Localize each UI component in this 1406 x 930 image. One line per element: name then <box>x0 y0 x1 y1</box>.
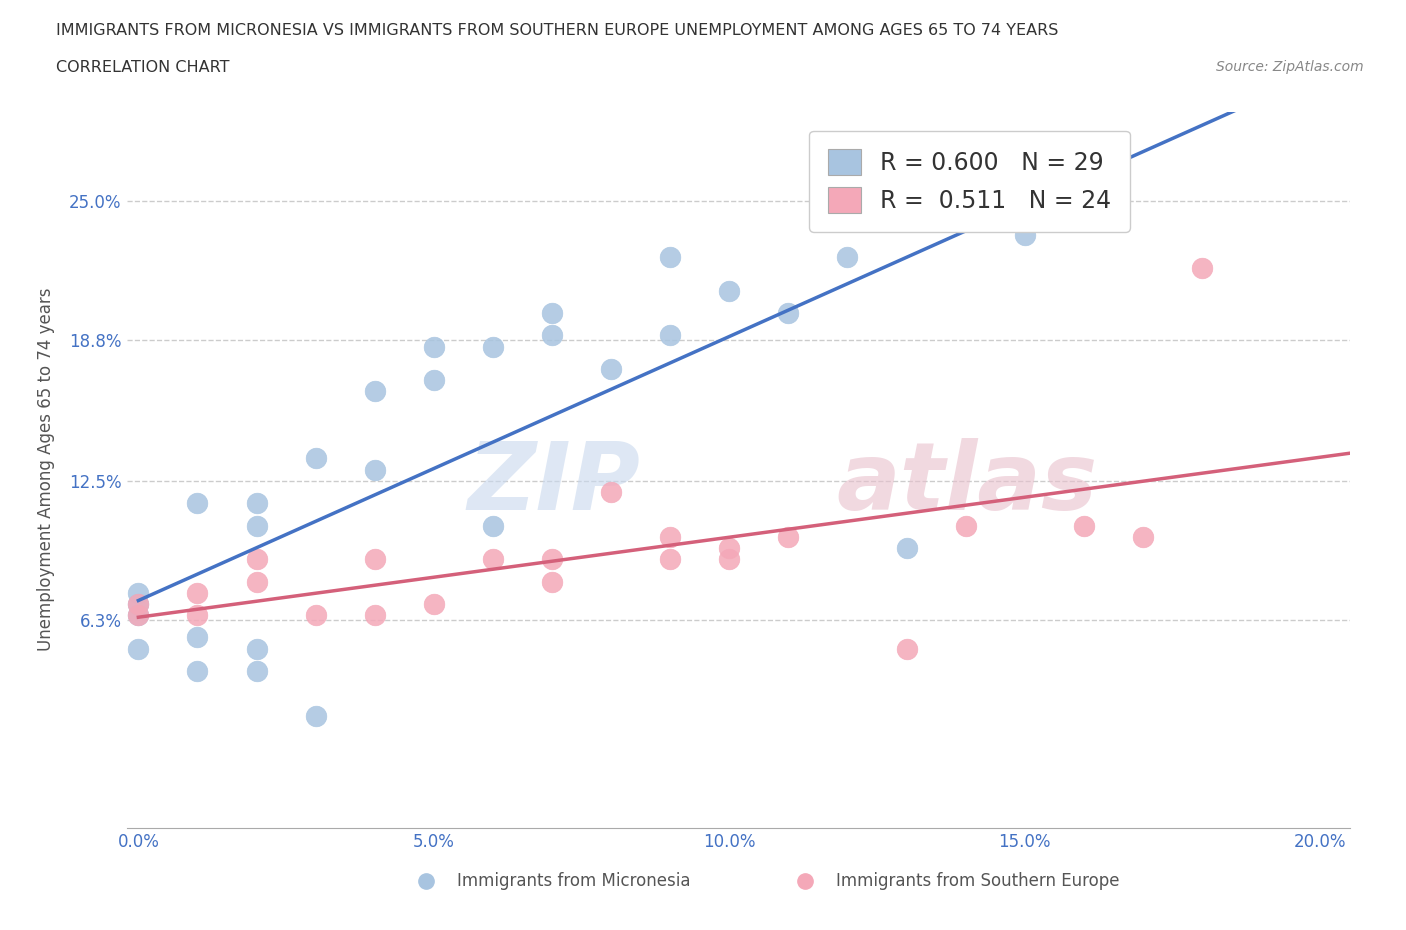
Point <box>127 607 149 622</box>
Y-axis label: Unemployment Among Ages 65 to 74 years: Unemployment Among Ages 65 to 74 years <box>37 288 55 651</box>
Point <box>600 362 623 377</box>
Point <box>127 607 149 622</box>
Text: Source: ZipAtlas.com: Source: ZipAtlas.com <box>1216 60 1364 74</box>
Point <box>245 518 267 533</box>
Point <box>423 373 446 388</box>
Point <box>364 607 387 622</box>
Point <box>304 607 326 622</box>
Point <box>364 462 387 477</box>
Point <box>364 384 387 399</box>
Point <box>127 596 149 611</box>
Text: IMMIGRANTS FROM MICRONESIA VS IMMIGRANTS FROM SOUTHERN EUROPE UNEMPLOYMENT AMONG: IMMIGRANTS FROM MICRONESIA VS IMMIGRANTS… <box>56 23 1059 38</box>
Point <box>896 540 918 555</box>
Point <box>245 551 267 566</box>
Point <box>600 485 623 499</box>
Point <box>1191 260 1213 275</box>
Point <box>186 630 208 644</box>
Text: atlas: atlas <box>837 438 1097 530</box>
Point <box>718 283 741 298</box>
Point <box>778 306 800 321</box>
Point <box>245 642 267 657</box>
Point <box>127 585 149 600</box>
Point <box>541 306 564 321</box>
Point <box>659 328 682 343</box>
Point <box>1132 529 1154 544</box>
Text: CORRELATION CHART: CORRELATION CHART <box>56 60 229 75</box>
Point <box>245 664 267 679</box>
Legend: R = 0.600   N = 29, R =  0.511   N = 24: R = 0.600 N = 29, R = 0.511 N = 24 <box>810 130 1130 232</box>
Point <box>955 518 977 533</box>
Point <box>482 339 505 354</box>
Point <box>186 664 208 679</box>
Point <box>896 642 918 657</box>
Point <box>482 551 505 566</box>
Point <box>659 551 682 566</box>
Text: ZIP: ZIP <box>467 438 640 530</box>
Point <box>423 339 446 354</box>
Point <box>186 585 208 600</box>
Point <box>541 551 564 566</box>
Point <box>659 529 682 544</box>
Point <box>718 551 741 566</box>
Text: Immigrants from Micronesia: Immigrants from Micronesia <box>457 872 690 890</box>
Point <box>304 451 326 466</box>
Point <box>304 709 326 724</box>
Point <box>541 574 564 589</box>
Point <box>659 249 682 264</box>
Point <box>127 596 149 611</box>
Point <box>541 328 564 343</box>
Point <box>718 540 741 555</box>
Point <box>778 529 800 544</box>
Point <box>364 551 387 566</box>
Point <box>1073 518 1095 533</box>
Point <box>245 496 267 511</box>
Point <box>837 249 859 264</box>
Point <box>482 518 505 533</box>
Point <box>1014 227 1036 242</box>
Point <box>245 574 267 589</box>
Point <box>423 596 446 611</box>
Point <box>186 607 208 622</box>
Point <box>127 642 149 657</box>
Text: Immigrants from Southern Europe: Immigrants from Southern Europe <box>837 872 1119 890</box>
Point <box>186 496 208 511</box>
